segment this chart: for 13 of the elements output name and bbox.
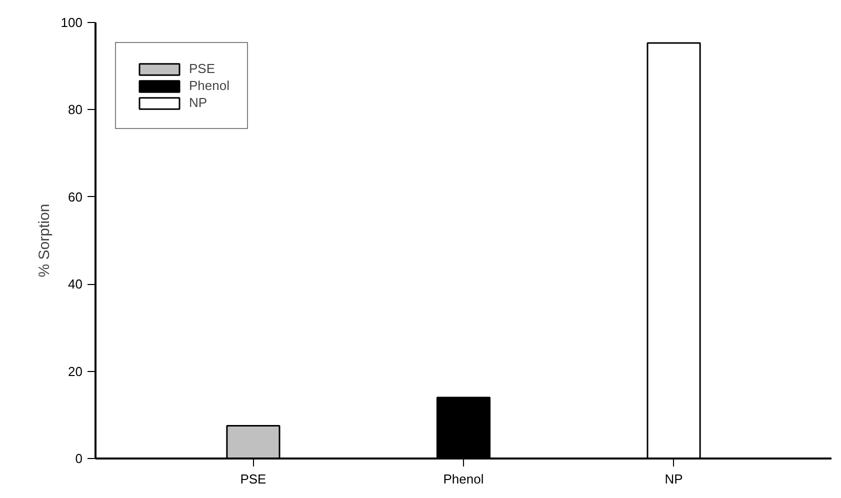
y-tick-label: 40: [68, 276, 83, 292]
legend-label: PSE: [189, 61, 216, 76]
x-tick-label: Phenol: [443, 472, 484, 486]
x-tick-label: PSE: [240, 472, 267, 486]
y-tick-label: 20: [68, 364, 83, 379]
x-tick-label: NP: [664, 472, 683, 486]
y-tick-label: 100: [60, 15, 83, 30]
legend-label: Phenol: [189, 78, 230, 93]
legend-label: NP: [189, 95, 208, 110]
y-axis-title: % Sorption: [36, 204, 53, 278]
y-tick-label: 60: [68, 189, 83, 204]
y-tick-label: 80: [68, 102, 83, 118]
y-tick-label: 0: [75, 451, 83, 466]
